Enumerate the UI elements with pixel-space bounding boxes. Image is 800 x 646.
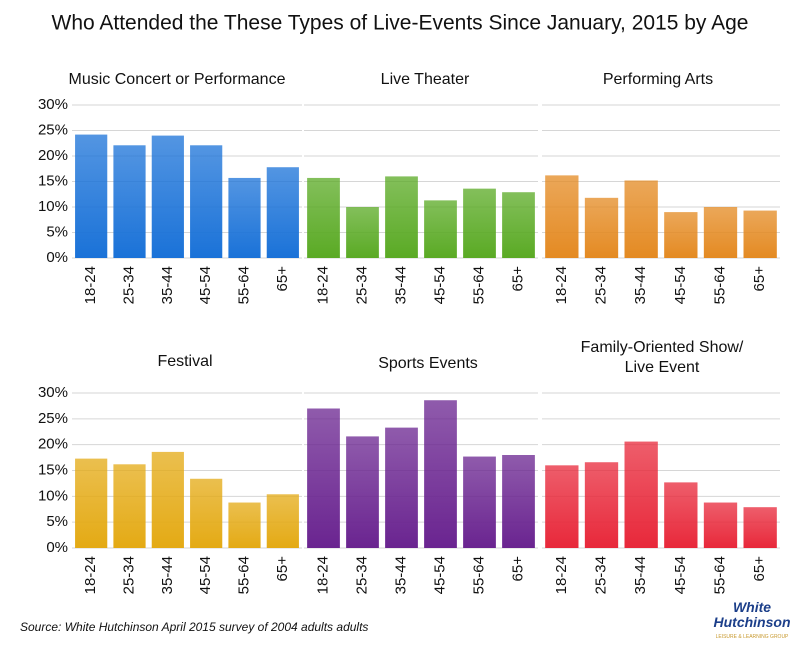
x-tick-label: 35-44 [632, 266, 649, 304]
x-tick-label: 45-54 [197, 556, 214, 594]
bar [624, 441, 658, 548]
bar [75, 134, 108, 258]
source: Source: White Hutchinson April 2015 surv… [20, 620, 368, 634]
x-tick-label: 25-34 [592, 266, 609, 304]
chart-title: Who Attended the These Types of Live-Eve… [52, 12, 749, 35]
x-tick-label: 55-64 [711, 266, 728, 304]
y-tick-label: 0% [46, 249, 68, 266]
x-tick-label: 45-54 [431, 266, 448, 304]
x-tick-label: 55-64 [470, 556, 487, 594]
x-tick-label: 65+ [509, 266, 526, 292]
x-tick-label: 45-54 [197, 266, 214, 304]
logo: Hutchinson [714, 614, 791, 630]
x-tick-label: 25-34 [120, 556, 137, 594]
bar [703, 502, 738, 548]
bar [502, 455, 535, 548]
y-tick-label: 0% [46, 539, 68, 556]
x-tick-label: 35-44 [159, 266, 176, 304]
y-tick-label: 10% [38, 487, 68, 504]
bar [743, 507, 777, 548]
x-tick-label: 65+ [274, 266, 291, 292]
bar [424, 200, 457, 258]
bar [385, 427, 418, 548]
x-tick-label: 18-24 [553, 266, 570, 304]
bar [266, 494, 299, 548]
panel-title: Live Theater [381, 71, 470, 88]
panel-title: Family-Oriented Show/ [581, 339, 744, 356]
x-tick-label: 65+ [509, 556, 526, 582]
x-tick-label: 18-24 [314, 266, 331, 304]
x-tick-label: 18-24 [553, 556, 570, 594]
y-tick-label: 15% [38, 461, 68, 478]
x-tick-label: 18-24 [82, 266, 99, 304]
bar [743, 210, 777, 258]
bar [385, 176, 418, 258]
bar [463, 188, 496, 258]
x-tick-label: 25-34 [592, 556, 609, 594]
x-tick-label: 25-34 [353, 266, 370, 304]
x-tick-label: 25-34 [353, 556, 370, 594]
bar [151, 451, 184, 548]
y-tick-label: 25% [38, 410, 68, 427]
y-tick-label: 30% [38, 96, 68, 113]
bar [190, 478, 223, 548]
bar [228, 502, 261, 548]
bar [424, 400, 457, 548]
x-tick-label: 45-54 [672, 266, 689, 304]
bar [664, 212, 698, 258]
bar [113, 464, 146, 548]
bar [545, 175, 579, 258]
x-tick-label: 35-44 [159, 556, 176, 594]
x-tick-label: 35-44 [392, 556, 409, 594]
bar [307, 408, 340, 548]
panel-title: Sports Events [378, 355, 478, 372]
logo: White [733, 599, 771, 615]
x-tick-label: 65+ [751, 266, 768, 292]
y-tick-label: 10% [38, 198, 68, 215]
bar [151, 135, 184, 258]
x-tick-label: 55-64 [235, 556, 252, 594]
bar [584, 462, 619, 548]
bar [346, 436, 379, 548]
bar [703, 207, 738, 258]
x-tick-label: 55-64 [470, 266, 487, 304]
bar [113, 145, 146, 258]
bar [584, 197, 619, 258]
panel-title: Festival [157, 353, 212, 370]
panel-title: Music Concert or Performance [69, 71, 286, 88]
y-tick-label: 25% [38, 121, 68, 138]
bar [463, 456, 496, 548]
x-tick-label: 45-54 [672, 556, 689, 594]
bar [190, 145, 223, 258]
bar [545, 465, 579, 548]
y-tick-label: 5% [46, 223, 68, 240]
y-tick-label: 15% [38, 172, 68, 189]
bar [502, 192, 535, 258]
x-tick-label: 35-44 [632, 556, 649, 594]
y-tick-label: 20% [38, 436, 68, 453]
y-tick-label: 5% [46, 513, 68, 530]
x-tick-label: 65+ [274, 556, 291, 582]
bar [228, 177, 261, 258]
bar [346, 207, 379, 258]
x-tick-label: 35-44 [392, 266, 409, 304]
x-tick-label: 18-24 [314, 556, 331, 594]
x-tick-label: 18-24 [82, 556, 99, 594]
bar [266, 167, 299, 258]
x-tick-label: 55-64 [235, 266, 252, 304]
y-tick-label: 20% [38, 147, 68, 164]
panel-title: Live Event [625, 359, 700, 376]
bar [664, 482, 698, 548]
x-tick-label: 55-64 [711, 556, 728, 594]
x-tick-label: 65+ [751, 556, 768, 582]
bar [75, 458, 108, 548]
bar [307, 177, 340, 258]
bar [624, 180, 658, 258]
logo: LEISURE & LEARNING GROUP [716, 634, 789, 640]
x-tick-label: 45-54 [431, 556, 448, 594]
x-tick-label: 25-34 [120, 266, 137, 304]
y-tick-label: 30% [38, 384, 68, 401]
panel-title: Performing Arts [603, 71, 713, 88]
